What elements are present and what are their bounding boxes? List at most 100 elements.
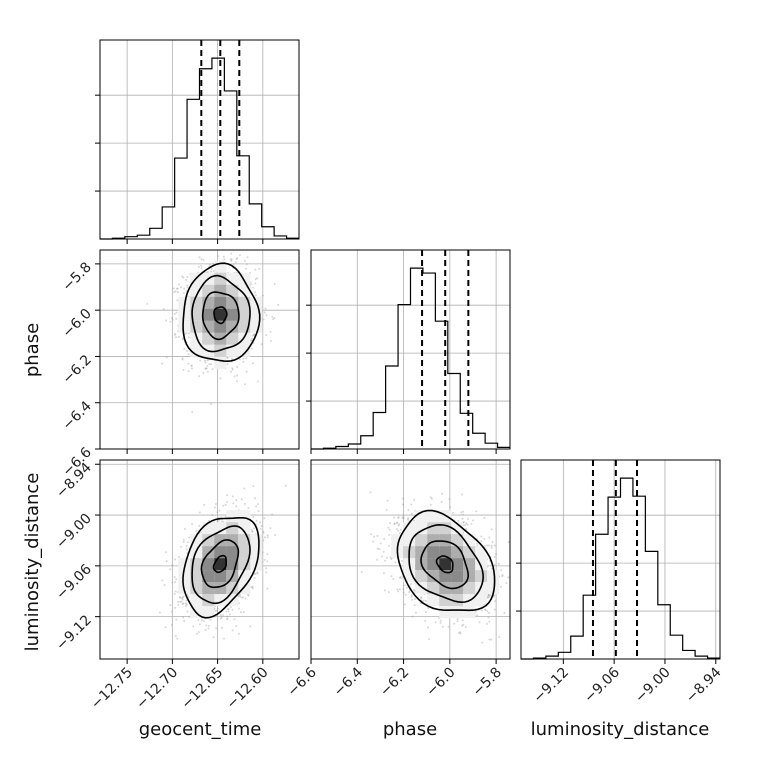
scatter-point [272,318,275,321]
scatter-point [207,624,210,627]
scatter-point [233,618,236,621]
panel-frame [99,459,300,660]
scatter-point [488,536,491,539]
scatter-point [230,252,233,255]
scatter-point [226,615,229,618]
scatter-point [254,278,257,281]
scatter-point [427,607,430,610]
contour-line [201,291,240,341]
scatter-point [242,611,245,614]
scatter-point [219,617,222,620]
scatter-point [187,336,190,339]
scatter-point [254,268,257,271]
scatter-point [177,555,180,558]
scatter-point [218,509,221,512]
scatter-point [251,362,254,365]
scatter-point [393,522,396,525]
scatter-point [185,603,188,606]
scatter-point [453,622,456,625]
scatter-point [498,636,501,639]
scatter-point [447,625,450,628]
scatter-point [165,560,168,563]
contour-line [212,554,227,574]
scatter-point [185,599,188,602]
scatter-point [256,503,259,506]
density-cell [238,522,251,535]
scatter-point [198,375,201,378]
scatter-point [161,362,164,365]
scatter-point [182,368,185,371]
scatter-point [188,615,191,618]
scatter-point [487,596,490,599]
scatter-point [230,260,233,263]
scatter-point [402,517,405,520]
scatter-point [491,540,494,543]
scatter-point [215,609,218,612]
scatter-point [231,495,234,498]
scatter-point [226,501,229,504]
scatter-point [400,577,403,580]
scatter-point [198,511,201,514]
scatter-point [257,510,260,513]
scatter-point [211,368,214,371]
scatter-point [284,484,287,487]
scatter-point [185,278,188,281]
scatter-point [413,604,416,607]
scatter-point [487,611,490,614]
scatter-point [258,267,261,270]
scatter-point [265,567,268,570]
scatter-point [274,534,277,537]
scatter-point [188,332,191,335]
scatter-point [484,608,487,611]
scatter-point [254,497,257,500]
scatter-point [486,544,489,547]
density-cell [214,296,227,309]
scatter-point [233,375,236,378]
scatter-point [170,610,173,613]
scatter-point [183,287,186,290]
scatter-point [251,587,254,590]
density-cell [250,320,263,333]
scatter-point [462,510,465,513]
scatter-point [254,291,257,294]
scatter-point [180,600,183,603]
scatter-point [440,500,443,503]
scatter-point [256,277,259,280]
scatter-point [236,366,239,369]
scatter-point [181,357,184,360]
scatter-point [488,638,491,641]
scatter-point [266,534,269,537]
scatter-point [251,530,254,533]
scatter-point [165,356,168,359]
scatter-point [263,536,266,539]
scatter-point [222,504,225,507]
scatter-point [439,621,442,624]
scatter-point [208,263,211,266]
scatter-point [252,333,255,336]
scatter-point [487,616,490,619]
scatter-point [169,604,172,607]
scatter-point [254,294,257,297]
scatter-point [249,625,252,628]
scatter-point [255,519,258,522]
scatter-point [371,540,374,543]
scatter-point [397,590,400,593]
scatter-point [419,601,422,604]
scatter-point [407,517,410,520]
density-cell [202,546,215,559]
scatter-point [376,558,379,561]
scatter-point [401,516,404,519]
scatter-point [253,333,256,336]
scatter-point [185,544,188,547]
scatter-point [490,638,493,641]
scatter-point [493,555,496,558]
scatter-point [169,568,172,571]
scatter-point [182,276,185,279]
contour-line [213,306,228,325]
scatter-point [186,275,189,278]
scatter-point [475,542,478,545]
scatter-point [385,556,388,559]
scatter-point [176,287,179,290]
scatter-point [181,338,184,341]
scatter-point [262,539,265,542]
